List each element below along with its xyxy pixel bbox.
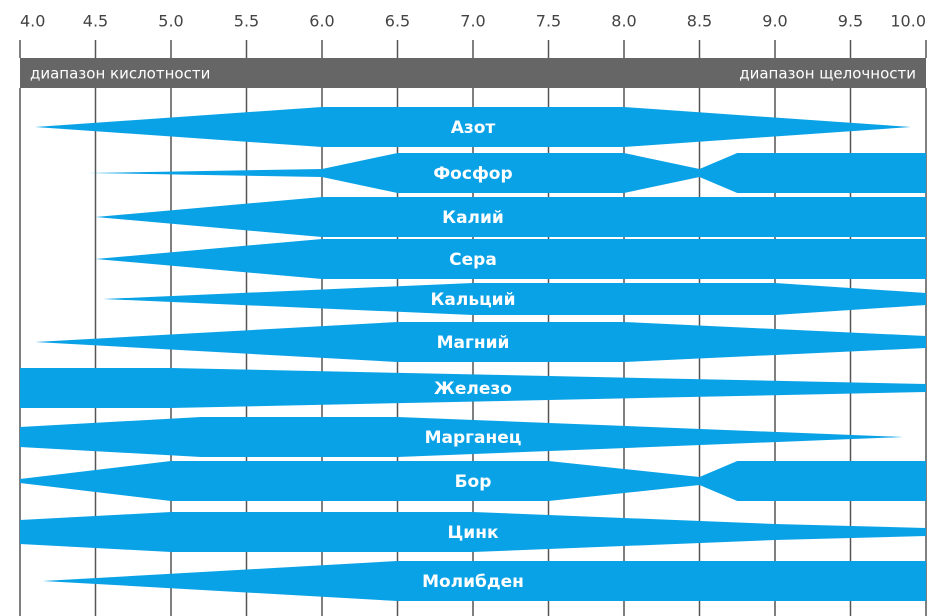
nutrient-label: Марганец	[425, 428, 522, 448]
nutrient-label: Цинк	[448, 523, 499, 543]
nutrient-label: Бор	[455, 472, 492, 492]
availability-band	[95, 239, 926, 279]
x-tick-label: 5.5	[234, 12, 259, 31]
x-tick-label: 8.5	[687, 12, 712, 31]
nutrient-label: Магний	[437, 333, 510, 353]
x-tick-label: 9.0	[762, 12, 787, 31]
availability-band	[35, 107, 911, 147]
x-tick-label: 6.5	[385, 12, 410, 31]
range-bar	[20, 58, 926, 88]
nutrient-label: Железо	[434, 379, 512, 399]
nutrient-label: Кальций	[431, 290, 516, 310]
x-tick-label: 10.0	[890, 12, 926, 31]
x-tick-label: 9.5	[838, 12, 863, 31]
alkaline-range-label: диапазон щелочности	[739, 65, 916, 83]
nutrient-label: Калий	[442, 208, 504, 228]
nutrient-label: Азот	[451, 118, 496, 138]
x-tick-label: 5.0	[158, 12, 183, 31]
x-tick-label: 4.5	[83, 12, 108, 31]
availability-band	[35, 322, 927, 362]
acid-range-label: диапазон кислотности	[30, 65, 210, 83]
nutrient-label: Фосфор	[433, 164, 512, 184]
availability-band	[87, 153, 926, 193]
nutrient-label: Сера	[449, 250, 497, 270]
availability-band	[103, 283, 927, 315]
x-tick-label: 8.0	[611, 12, 636, 31]
availability-band	[42, 561, 926, 601]
x-tick-label: 4.0	[20, 12, 45, 31]
availability-band	[20, 512, 926, 552]
x-tick-label: 7.0	[460, 12, 485, 31]
x-tick-label: 7.5	[536, 12, 561, 31]
availability-band	[20, 368, 926, 408]
availability-band	[20, 417, 904, 457]
nutrient-label: Молибден	[422, 572, 524, 592]
x-tick-label: 6.0	[309, 12, 334, 31]
availability-band	[95, 197, 926, 237]
availability-band	[20, 461, 926, 501]
